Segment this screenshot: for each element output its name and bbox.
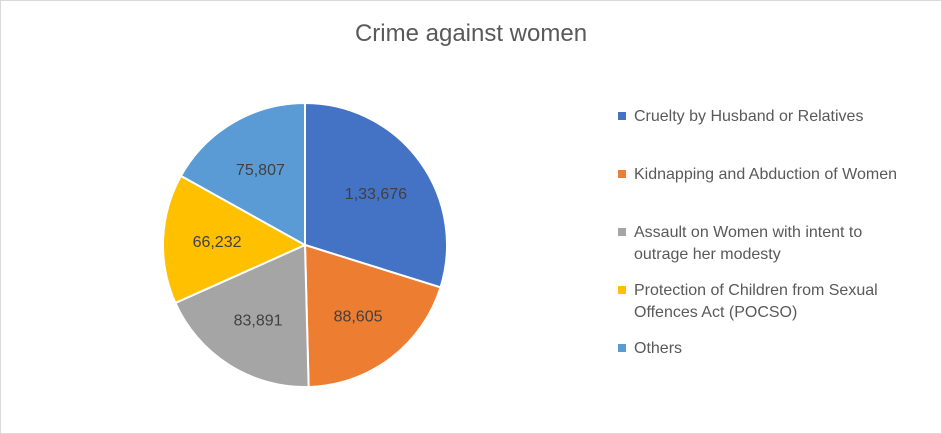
legend-swatch	[618, 170, 626, 178]
pie-slice-3	[174, 243, 310, 388]
legend-item-4: Protection of Children from Sexual Offenc…	[618, 280, 928, 324]
data-label-2: 88,605	[334, 308, 383, 325]
legend-item-3: Assault on Women with intent to outrage h…	[618, 222, 928, 266]
data-label-5: 75,807	[236, 162, 285, 179]
legend-label: Others	[634, 340, 683, 357]
pie-slice-5	[179, 101, 306, 247]
legend-item-2: Kidnapping and Abduction of Women	[618, 164, 928, 186]
legend-item-1: Cruelty by Husband or Relatives	[618, 106, 928, 128]
legend-swatch	[618, 344, 626, 352]
legend-label: Protection of Children from Sexual Offenc…	[634, 282, 878, 321]
pie-slice-2	[303, 243, 442, 388]
legend-label: Cruelty by Husband or Relatives	[634, 108, 864, 125]
legend-item-5: Others	[618, 338, 928, 360]
data-label-4: 66,232	[193, 234, 242, 251]
pie-slice-4	[162, 174, 308, 305]
legend-swatch	[618, 228, 626, 236]
chart-title: Crime against women	[354, 20, 588, 47]
data-label-3: 83,891	[234, 312, 283, 329]
data-label-1: 1,33,676	[345, 186, 407, 203]
legend-swatch	[618, 112, 626, 120]
legend-label: Kidnapping and Abduction of Women	[634, 166, 898, 183]
pie-slice-1	[304, 101, 448, 289]
legend-label: Assault on Women with intent to outrage h…	[634, 224, 863, 263]
legend-swatch	[618, 286, 626, 294]
